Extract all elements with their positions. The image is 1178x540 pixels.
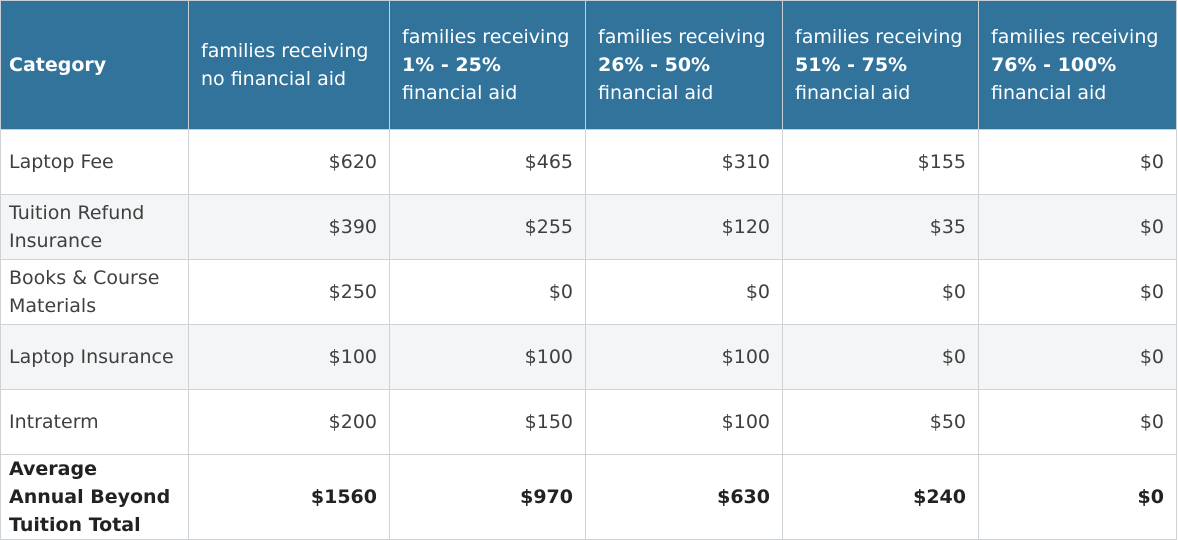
total-value: $0 (978, 454, 1177, 540)
header-aid-51-75: families receiving 51% - 75% financial a… (782, 0, 979, 130)
cell-value: $100 (389, 324, 586, 390)
header-prefix: families receiving (598, 26, 766, 48)
table-row-intraterm: Intraterm $200 $150 $100 $50 $0 (0, 389, 1177, 455)
header-prefix: families receiving (795, 26, 963, 48)
row-category: Laptop Insurance (0, 324, 189, 390)
header-no-aid: families receiving no financial aid (188, 0, 390, 130)
cell-value: $120 (585, 194, 783, 260)
cell-value: $250 (188, 259, 390, 325)
cell-value: $150 (389, 389, 586, 455)
cell-value: $155 (782, 129, 979, 195)
total-value: $630 (585, 454, 783, 540)
cell-value: $0 (389, 259, 586, 325)
total-value: $1560 (188, 454, 390, 540)
header-suffix: no financial aid (201, 68, 347, 90)
header-prefix: families receiving (402, 26, 570, 48)
cell-value: $0 (978, 389, 1177, 455)
header-row: Category families receiving no financial… (0, 0, 1177, 130)
cell-value: $0 (978, 259, 1177, 325)
row-category: Intraterm (0, 389, 189, 455)
cell-value: $100 (585, 324, 783, 390)
header-suffix: financial aid (402, 82, 518, 104)
cell-value: $50 (782, 389, 979, 455)
cell-value: $620 (188, 129, 390, 195)
row-category: Books & Course Materials (0, 259, 189, 325)
header-range: 26% - 50% (598, 54, 711, 76)
header-range: 1% - 25% (402, 54, 501, 76)
cell-value: $200 (188, 389, 390, 455)
total-category: Average Annual Beyond Tuition Total (0, 454, 189, 540)
table-row-total: Average Annual Beyond Tuition Total $156… (0, 454, 1177, 540)
header-range: 76% - 100% (991, 54, 1117, 76)
cell-value: $255 (389, 194, 586, 260)
cell-value: $390 (188, 194, 390, 260)
cell-value: $0 (978, 194, 1177, 260)
header-prefix: families receiving (201, 40, 369, 62)
table-row-laptop-insurance: Laptop Insurance $100 $100 $100 $0 $0 (0, 324, 1177, 390)
cell-value: $0 (585, 259, 783, 325)
cell-value: $310 (585, 129, 783, 195)
total-value: $240 (782, 454, 979, 540)
row-category: Tuition Refund Insurance (0, 194, 189, 260)
table-row-laptop-fee: Laptop Fee $620 $465 $310 $155 $0 (0, 129, 1177, 195)
cell-value: $465 (389, 129, 586, 195)
total-value: $970 (389, 454, 586, 540)
cell-value: $100 (188, 324, 390, 390)
header-suffix: financial aid (598, 82, 714, 104)
cell-value: $0 (978, 324, 1177, 390)
header-aid-76-100: families receiving 76% - 100% financial … (978, 0, 1177, 130)
table-row-tuition-refund-insurance: Tuition Refund Insurance $390 $255 $120 … (0, 194, 1177, 260)
header-aid-26-50: families receiving 26% - 50% financial a… (585, 0, 783, 130)
cell-value: $0 (782, 259, 979, 325)
cell-value: $35 (782, 194, 979, 260)
header-suffix: financial aid (795, 82, 911, 104)
cell-value: $100 (585, 389, 783, 455)
header-prefix: families receiving (991, 26, 1159, 48)
row-category: Laptop Fee (0, 129, 189, 195)
header-range: 51% - 75% (795, 54, 908, 76)
cell-value: $0 (978, 129, 1177, 195)
header-aid-1-25: families receiving 1% - 25% financial ai… (389, 0, 586, 130)
table-row-books-course-materials: Books & Course Materials $250 $0 $0 $0 $… (0, 259, 1177, 325)
header-category: Category (0, 0, 189, 130)
header-suffix: financial aid (991, 82, 1107, 104)
cell-value: $0 (782, 324, 979, 390)
